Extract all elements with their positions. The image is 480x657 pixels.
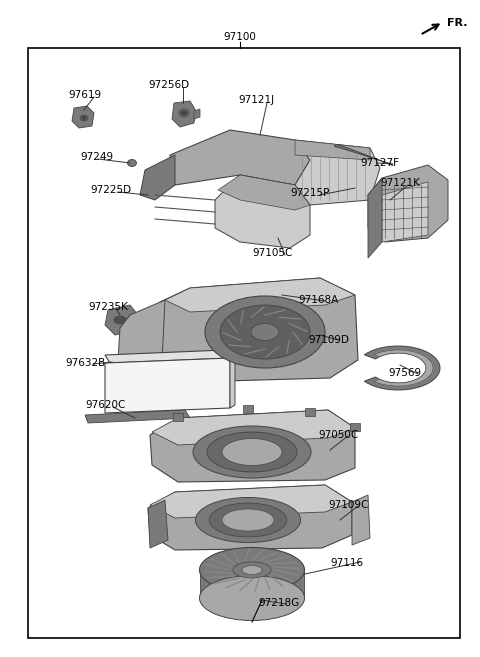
Polygon shape — [150, 485, 352, 518]
Ellipse shape — [222, 438, 282, 466]
Text: 97109C: 97109C — [328, 500, 368, 510]
Text: FR.: FR. — [447, 18, 468, 28]
Polygon shape — [170, 130, 310, 185]
Text: 97256D: 97256D — [148, 80, 189, 90]
Ellipse shape — [114, 316, 126, 324]
Ellipse shape — [222, 509, 274, 531]
Polygon shape — [243, 405, 253, 413]
Text: 97050C: 97050C — [318, 430, 358, 440]
Polygon shape — [295, 140, 370, 160]
Text: 97218G: 97218G — [258, 598, 299, 608]
Ellipse shape — [209, 503, 287, 537]
Ellipse shape — [233, 562, 271, 578]
Polygon shape — [148, 500, 168, 548]
Polygon shape — [375, 350, 433, 386]
Ellipse shape — [200, 576, 304, 620]
Polygon shape — [148, 485, 352, 550]
Polygon shape — [368, 178, 382, 258]
Text: 97225D: 97225D — [90, 185, 131, 195]
Polygon shape — [72, 106, 94, 128]
Polygon shape — [215, 175, 310, 248]
Polygon shape — [105, 350, 230, 363]
Text: 97619: 97619 — [68, 90, 101, 100]
Polygon shape — [218, 175, 310, 210]
Polygon shape — [152, 410, 355, 445]
Ellipse shape — [207, 432, 297, 472]
Polygon shape — [352, 495, 370, 545]
Text: 97105C: 97105C — [252, 248, 292, 258]
Text: 97100: 97100 — [224, 32, 256, 42]
Text: 97569: 97569 — [388, 368, 421, 378]
Polygon shape — [105, 305, 138, 335]
Polygon shape — [265, 290, 279, 300]
Polygon shape — [150, 410, 355, 482]
Ellipse shape — [200, 547, 304, 593]
Text: 97109D: 97109D — [308, 335, 349, 345]
Polygon shape — [368, 165, 448, 242]
Bar — [28, 48, 460, 638]
Polygon shape — [295, 140, 380, 205]
Text: 97121K: 97121K — [380, 178, 420, 188]
Text: 97116: 97116 — [330, 558, 363, 568]
Ellipse shape — [128, 160, 136, 166]
Text: 97168A: 97168A — [298, 295, 338, 305]
Polygon shape — [85, 410, 190, 423]
Polygon shape — [305, 408, 315, 416]
Ellipse shape — [220, 305, 310, 359]
Ellipse shape — [242, 566, 262, 574]
Polygon shape — [225, 350, 235, 408]
Polygon shape — [172, 101, 196, 127]
Polygon shape — [200, 570, 304, 598]
Polygon shape — [118, 300, 165, 375]
Ellipse shape — [193, 426, 311, 478]
Ellipse shape — [205, 296, 325, 368]
Polygon shape — [165, 278, 355, 312]
Ellipse shape — [82, 116, 86, 120]
Text: 97215P: 97215P — [290, 188, 329, 198]
Polygon shape — [350, 423, 360, 431]
Polygon shape — [173, 413, 183, 421]
Polygon shape — [364, 346, 440, 390]
Text: 97121J: 97121J — [238, 95, 274, 105]
Polygon shape — [194, 109, 200, 119]
Text: 97620C: 97620C — [85, 400, 125, 410]
Ellipse shape — [181, 111, 187, 115]
Text: 97632B: 97632B — [65, 358, 105, 368]
Text: 97249: 97249 — [80, 152, 113, 162]
Ellipse shape — [80, 115, 88, 121]
Ellipse shape — [251, 323, 279, 340]
Polygon shape — [160, 278, 358, 382]
Ellipse shape — [195, 497, 300, 543]
Polygon shape — [382, 182, 428, 242]
Text: 97127F: 97127F — [360, 158, 399, 168]
Polygon shape — [105, 358, 230, 413]
Polygon shape — [335, 145, 393, 166]
Ellipse shape — [179, 109, 189, 117]
Text: 97235K: 97235K — [88, 302, 128, 312]
Polygon shape — [140, 155, 175, 200]
